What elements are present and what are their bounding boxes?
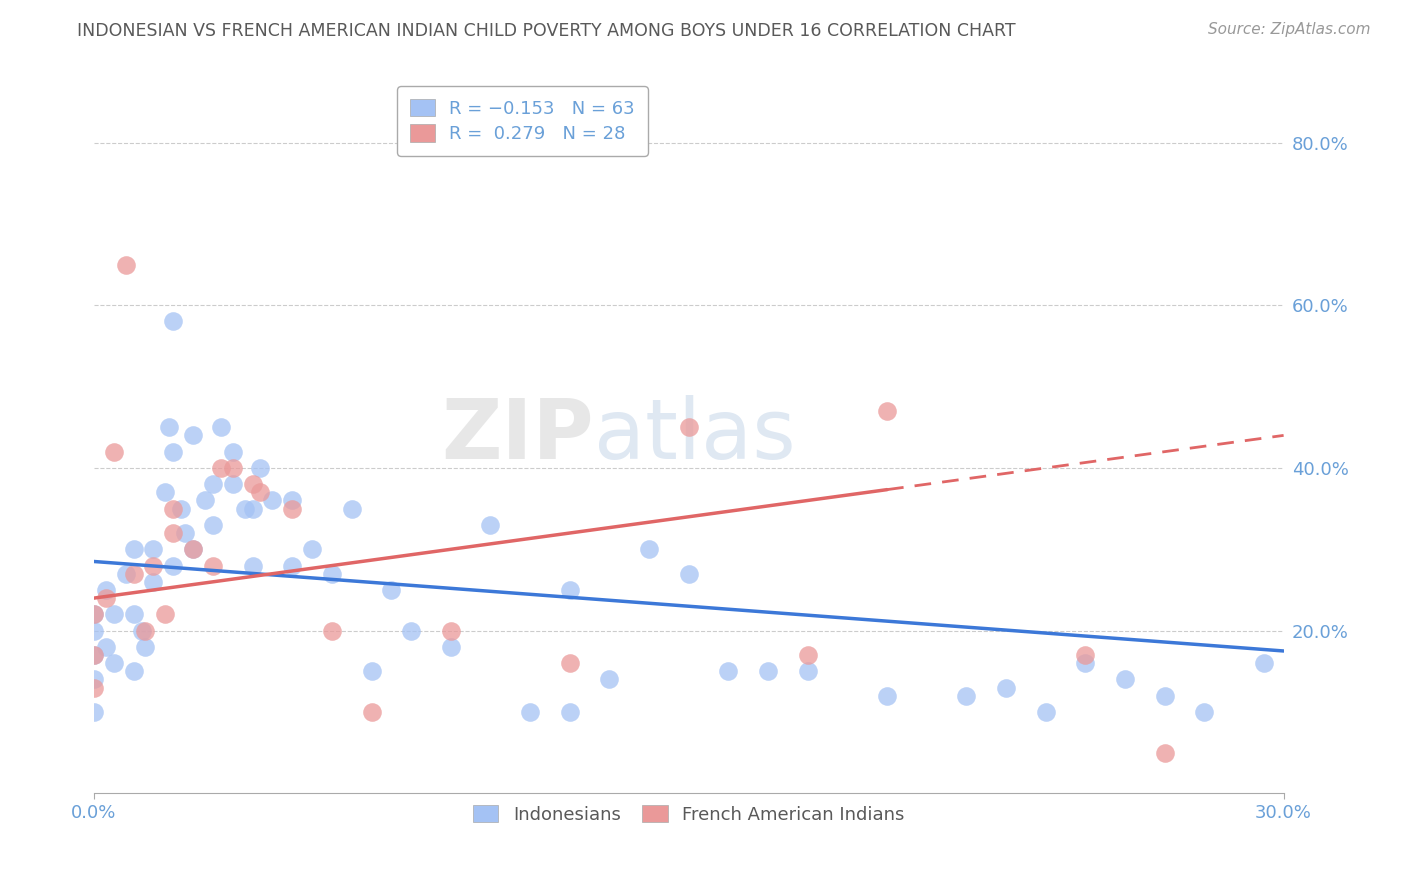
Point [678, 420, 700, 434]
Point [83, 648, 105, 662]
Point [558, 656, 581, 670]
Point [103, 607, 125, 622]
Point [638, 542, 661, 557]
Point [222, 461, 245, 475]
Point [94, 582, 117, 597]
Point [440, 624, 463, 638]
Point [519, 705, 541, 719]
Point [94, 591, 117, 606]
Point [876, 404, 898, 418]
Point [1153, 689, 1175, 703]
Point [233, 501, 256, 516]
Point [598, 673, 620, 687]
Point [103, 656, 125, 670]
Point [558, 705, 581, 719]
Point [380, 582, 402, 597]
Point [209, 461, 232, 475]
Point [558, 582, 581, 597]
Point [122, 542, 145, 557]
Point [122, 665, 145, 679]
Point [83, 705, 105, 719]
Point [399, 624, 422, 638]
Point [83, 681, 105, 695]
Point [301, 542, 323, 557]
Point [1074, 656, 1097, 670]
Point [114, 258, 136, 272]
Point [83, 648, 105, 662]
Point [201, 477, 224, 491]
Point [194, 493, 217, 508]
Point [134, 640, 156, 654]
Point [242, 558, 264, 573]
Point [796, 665, 818, 679]
Point [1074, 648, 1097, 662]
Point [1114, 673, 1136, 687]
Point [222, 444, 245, 458]
Point [242, 477, 264, 491]
Point [170, 501, 193, 516]
Point [1194, 705, 1216, 719]
Text: INDONESIAN VS FRENCH AMERICAN INDIAN CHILD POVERTY AMONG BOYS UNDER 16 CORRELATI: INDONESIAN VS FRENCH AMERICAN INDIAN CHI… [77, 22, 1017, 40]
Point [340, 501, 363, 516]
Point [162, 314, 184, 328]
Point [1153, 746, 1175, 760]
Point [360, 665, 382, 679]
Point [157, 420, 180, 434]
Point [103, 444, 125, 458]
Point [83, 607, 105, 622]
Point [131, 624, 153, 638]
Point [209, 420, 232, 434]
Point [242, 501, 264, 516]
Point [162, 526, 184, 541]
Text: ZIP: ZIP [441, 395, 593, 476]
Point [155, 485, 177, 500]
Point [162, 444, 184, 458]
Point [262, 493, 284, 508]
Point [281, 493, 304, 508]
Point [955, 689, 977, 703]
Point [174, 526, 197, 541]
Point [181, 542, 204, 557]
Point [1253, 656, 1275, 670]
Point [162, 501, 184, 516]
Point [796, 648, 818, 662]
Point [114, 566, 136, 581]
Point [1035, 705, 1057, 719]
Point [440, 640, 463, 654]
Point [281, 558, 304, 573]
Point [201, 558, 224, 573]
Point [876, 689, 898, 703]
Point [281, 501, 304, 516]
Text: Source: ZipAtlas.com: Source: ZipAtlas.com [1208, 22, 1371, 37]
Point [122, 607, 145, 622]
Point [83, 673, 105, 687]
Point [249, 461, 271, 475]
Point [995, 681, 1018, 695]
Legend: Indonesians, French American Indians: Indonesians, French American Indians [463, 794, 915, 834]
Point [142, 574, 165, 589]
Point [122, 566, 145, 581]
Point [249, 485, 271, 500]
Point [83, 607, 105, 622]
Point [142, 542, 165, 557]
Point [155, 607, 177, 622]
Point [142, 558, 165, 573]
Point [134, 624, 156, 638]
Point [181, 542, 204, 557]
Point [717, 665, 740, 679]
Point [222, 477, 245, 491]
Text: atlas: atlas [593, 395, 796, 476]
Point [181, 428, 204, 442]
Point [201, 517, 224, 532]
Point [162, 558, 184, 573]
Point [479, 517, 502, 532]
Point [360, 705, 382, 719]
Point [94, 640, 117, 654]
Point [321, 566, 343, 581]
Point [321, 624, 343, 638]
Point [83, 624, 105, 638]
Point [756, 665, 779, 679]
Point [678, 566, 700, 581]
